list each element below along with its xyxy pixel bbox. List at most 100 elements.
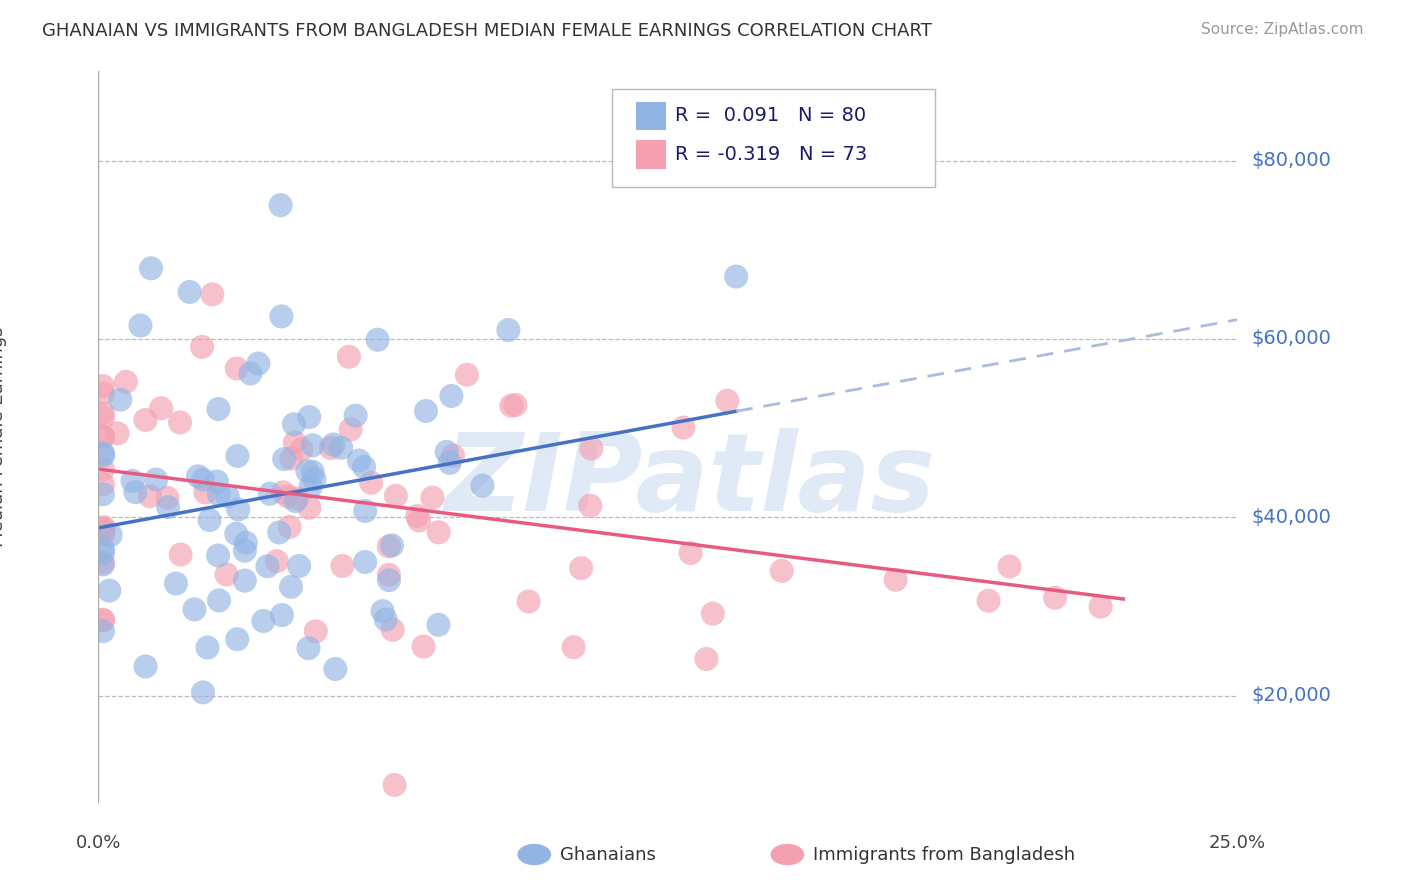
Point [290,442,312,457]
Point [191,340,214,354]
Point [239,367,262,381]
Point [91,558,114,572]
Point [280,451,302,466]
Point [107,426,129,441]
Point [378,539,401,553]
Point [271,608,294,623]
Point [456,368,478,382]
Point [498,323,520,337]
Point [91,613,114,627]
Point [283,417,305,432]
Point [277,490,299,504]
Text: Ghanaians: Ghanaians [560,846,655,863]
Point [505,398,527,412]
Point [225,361,247,376]
Point [330,441,353,455]
Point [569,561,592,575]
Point [422,491,444,505]
Point [322,437,344,451]
Point [441,449,464,463]
Point [270,198,292,212]
Point [98,583,121,598]
Point [91,546,114,560]
Point [134,413,156,427]
Point [415,404,437,418]
Point [129,318,152,333]
Point [770,564,793,578]
Point [998,559,1021,574]
Point [301,465,323,479]
Point [385,489,408,503]
Point [150,401,173,416]
Point [157,500,180,515]
Text: Source: ZipAtlas.com: Source: ZipAtlas.com [1201,22,1364,37]
Point [977,593,1000,607]
Point [252,614,274,628]
Point [562,640,585,655]
Point [165,576,187,591]
Text: ZIPatlas: ZIPatlas [446,428,936,534]
Point [256,559,278,574]
Point [427,617,450,632]
Point [91,527,114,541]
Point [169,416,191,430]
Point [187,469,209,483]
Point [304,472,326,486]
Point [259,487,281,501]
Point [91,556,114,570]
Point [299,480,322,494]
Point [284,494,307,508]
Point [378,573,401,587]
Point [347,453,370,467]
Point [501,399,523,413]
Point [439,456,461,470]
Point [91,487,114,501]
Text: GHANAIAN VS IMMIGRANTS FROM BANGLADESH MEDIAN FEMALE EARNINGS CORRELATION CHART: GHANAIAN VS IMMIGRANTS FROM BANGLADESH M… [42,22,932,40]
Point [194,485,217,500]
Point [297,641,319,656]
Point [91,462,114,476]
Point [191,473,214,487]
Text: Immigrants from Bangladesh: Immigrants from Bangladesh [813,846,1074,863]
Point [121,474,143,488]
Point [91,406,114,420]
Point [360,475,382,490]
Text: $20,000: $20,000 [1251,686,1331,706]
Point [517,594,540,608]
Point [215,567,238,582]
Point [323,662,346,676]
Point [233,543,256,558]
Point [225,526,247,541]
Point [91,449,114,463]
Point [278,520,301,534]
Point [91,477,114,491]
Point [197,640,219,655]
Point [169,548,191,562]
Point [217,489,239,503]
Point [247,356,270,370]
Point [297,464,319,478]
Point [408,513,430,527]
Point [91,523,114,537]
Text: $40,000: $40,000 [1251,508,1331,527]
Point [371,604,394,618]
Point [579,499,602,513]
Point [226,632,249,647]
Point [301,438,323,452]
Point [285,491,308,506]
Point [233,574,256,588]
Point [378,567,401,582]
Point [208,593,231,607]
Point [207,549,229,563]
Point [93,520,115,534]
Point [305,624,328,639]
Point [91,410,114,425]
Point [145,473,167,487]
Point [330,558,353,573]
Point [884,573,907,587]
Point [269,525,291,540]
Point [139,261,162,276]
Point [135,659,157,673]
Point [198,513,221,527]
Point [91,429,114,443]
